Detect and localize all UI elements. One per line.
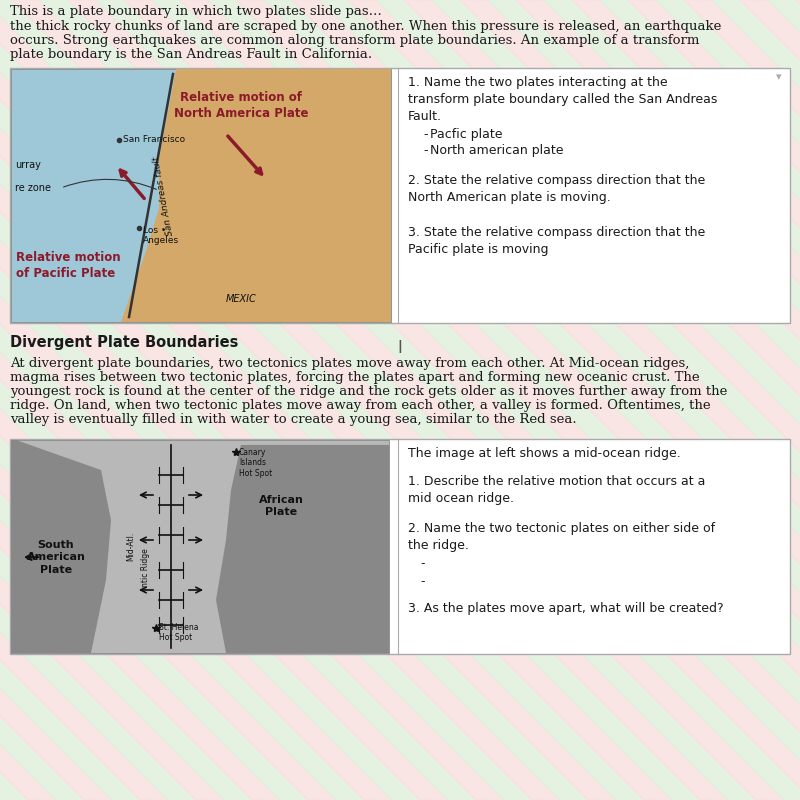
Polygon shape [0, 0, 420, 800]
Text: -: - [420, 575, 425, 588]
Text: Angeles: Angeles [143, 236, 179, 246]
Polygon shape [40, 0, 800, 800]
Bar [10, 439, 790, 654]
Polygon shape [404, 0, 800, 800]
Polygon shape [0, 0, 56, 800]
Text: -: - [420, 557, 425, 570]
Polygon shape [264, 0, 800, 800]
Polygon shape [180, 0, 800, 800]
Polygon shape [0, 0, 252, 800]
Polygon shape [96, 0, 800, 800]
Text: This is a plate boundary in which two plates slide pas…: This is a plate boundary in which two pl… [10, 5, 382, 18]
Text: magma rises between two tectonic plates, forcing the plates apart and forming ne: magma rises between two tectonic plates,… [10, 371, 700, 384]
Text: -: - [423, 128, 427, 141]
Text: 3. As the plates move apart, what will be created?: 3. As the plates move apart, what will b… [408, 602, 724, 615]
Text: 2. Name the two tectonic plates on either side of
the ridge.: 2. Name the two tectonic plates on eithe… [408, 522, 715, 552]
Text: 1. Name the two plates interacting at the
transform plate boundary called the Sa: 1. Name the two plates interacting at th… [408, 76, 718, 123]
Polygon shape [320, 0, 800, 800]
Text: Los •: Los • [143, 226, 166, 235]
Polygon shape [0, 0, 672, 800]
Text: South
American
Plate: South American Plate [26, 540, 86, 574]
Text: occurs. Strong earthquakes are common along transform plate boundaries. An examp: occurs. Strong earthquakes are common al… [10, 34, 699, 47]
Text: The image at left shows a mid-ocean ridge.: The image at left shows a mid-ocean ridg… [408, 447, 681, 460]
Polygon shape [0, 0, 616, 800]
Text: Divergent Plate Boundaries: Divergent Plate Boundaries [10, 335, 238, 350]
Text: 2. State the relative compass direction that the
North American plate is moving.: 2. State the relative compass direction … [408, 174, 706, 204]
Polygon shape [712, 0, 800, 800]
Bar [11, 440, 389, 653]
Text: youngest rock is found at the center of the ridge and the rock gets older as it : youngest rock is found at the center of … [10, 385, 727, 398]
Polygon shape [572, 0, 800, 800]
Text: -: - [423, 144, 427, 157]
Polygon shape [68, 0, 800, 800]
Polygon shape [0, 0, 336, 800]
Text: San Francisco: San Francisco [123, 135, 185, 144]
Text: ridge. On land, when two tectonic plates move away from each other, a valley is : ridge. On land, when two tectonic plates… [10, 399, 710, 412]
Polygon shape [0, 0, 560, 800]
Bar [10, 68, 790, 323]
Text: MEXIC: MEXIC [226, 294, 257, 304]
Text: ▾: ▾ [776, 72, 782, 82]
Polygon shape [152, 0, 800, 800]
Polygon shape [0, 0, 140, 800]
Polygon shape [0, 0, 728, 800]
Polygon shape [0, 0, 644, 800]
Polygon shape [0, 0, 224, 800]
Polygon shape [460, 0, 800, 800]
Polygon shape [216, 445, 389, 653]
Polygon shape [0, 0, 448, 800]
Text: I: I [398, 339, 402, 357]
Polygon shape [684, 0, 800, 800]
Polygon shape [11, 440, 111, 653]
Text: Relative motion of
North America Plate: Relative motion of North America Plate [174, 91, 308, 120]
Text: 1. Describe the relative motion that occurs at a
mid ocean ridge.: 1. Describe the relative motion that occ… [408, 475, 706, 505]
Text: valley is eventually filled in with water to create a young sea, similar to the : valley is eventually filled in with wate… [10, 413, 577, 426]
Text: ntic Ridge: ntic Ridge [142, 549, 150, 587]
Polygon shape [0, 0, 364, 800]
Text: urray: urray [15, 160, 41, 170]
Polygon shape [0, 0, 504, 800]
Polygon shape [0, 0, 392, 800]
Polygon shape [0, 0, 308, 800]
Bar [11, 69, 391, 322]
Polygon shape [0, 0, 756, 800]
Text: 3. State the relative compass direction that the
Pacific plate is moving: 3. State the relative compass direction … [408, 226, 706, 256]
Polygon shape [124, 0, 800, 800]
Polygon shape [488, 0, 800, 800]
Text: Pacfic plate: Pacfic plate [430, 128, 502, 141]
Polygon shape [0, 0, 84, 800]
Polygon shape [12, 0, 800, 800]
Text: North american plate: North american plate [430, 144, 563, 157]
Text: St. Helena
Hot Spot: St. Helena Hot Spot [159, 623, 198, 642]
Polygon shape [516, 0, 800, 800]
Text: re zone: re zone [15, 183, 51, 193]
Polygon shape [292, 0, 800, 800]
Polygon shape [0, 0, 476, 800]
Text: Mid-Atl.: Mid-Atl. [126, 532, 135, 561]
Text: African
Plate: African Plate [258, 495, 303, 518]
Polygon shape [0, 0, 196, 800]
Polygon shape [348, 0, 800, 800]
Polygon shape [0, 0, 168, 800]
Polygon shape [208, 0, 800, 800]
Polygon shape [0, 0, 280, 800]
Polygon shape [768, 0, 800, 800]
Polygon shape [740, 0, 800, 800]
Text: Relative motion
of Pacific Plate: Relative motion of Pacific Plate [16, 251, 121, 280]
Polygon shape [656, 0, 800, 800]
Text: plate boundary is the San Andreas Fault in California.: plate boundary is the San Andreas Fault … [10, 48, 372, 61]
Text: At divergent plate boundaries, two tectonics plates move away from each other. A: At divergent plate boundaries, two tecto… [10, 357, 690, 370]
Polygon shape [0, 0, 588, 800]
Polygon shape [600, 0, 800, 800]
Polygon shape [0, 0, 28, 800]
Text: San Andreas fault: San Andreas fault [151, 155, 174, 236]
Text: Canary
Islands
Hot Spot: Canary Islands Hot Spot [239, 448, 272, 478]
Polygon shape [432, 0, 800, 800]
Polygon shape [0, 0, 532, 800]
Polygon shape [236, 0, 800, 800]
Polygon shape [0, 0, 112, 800]
Polygon shape [0, 0, 700, 800]
Polygon shape [376, 0, 800, 800]
